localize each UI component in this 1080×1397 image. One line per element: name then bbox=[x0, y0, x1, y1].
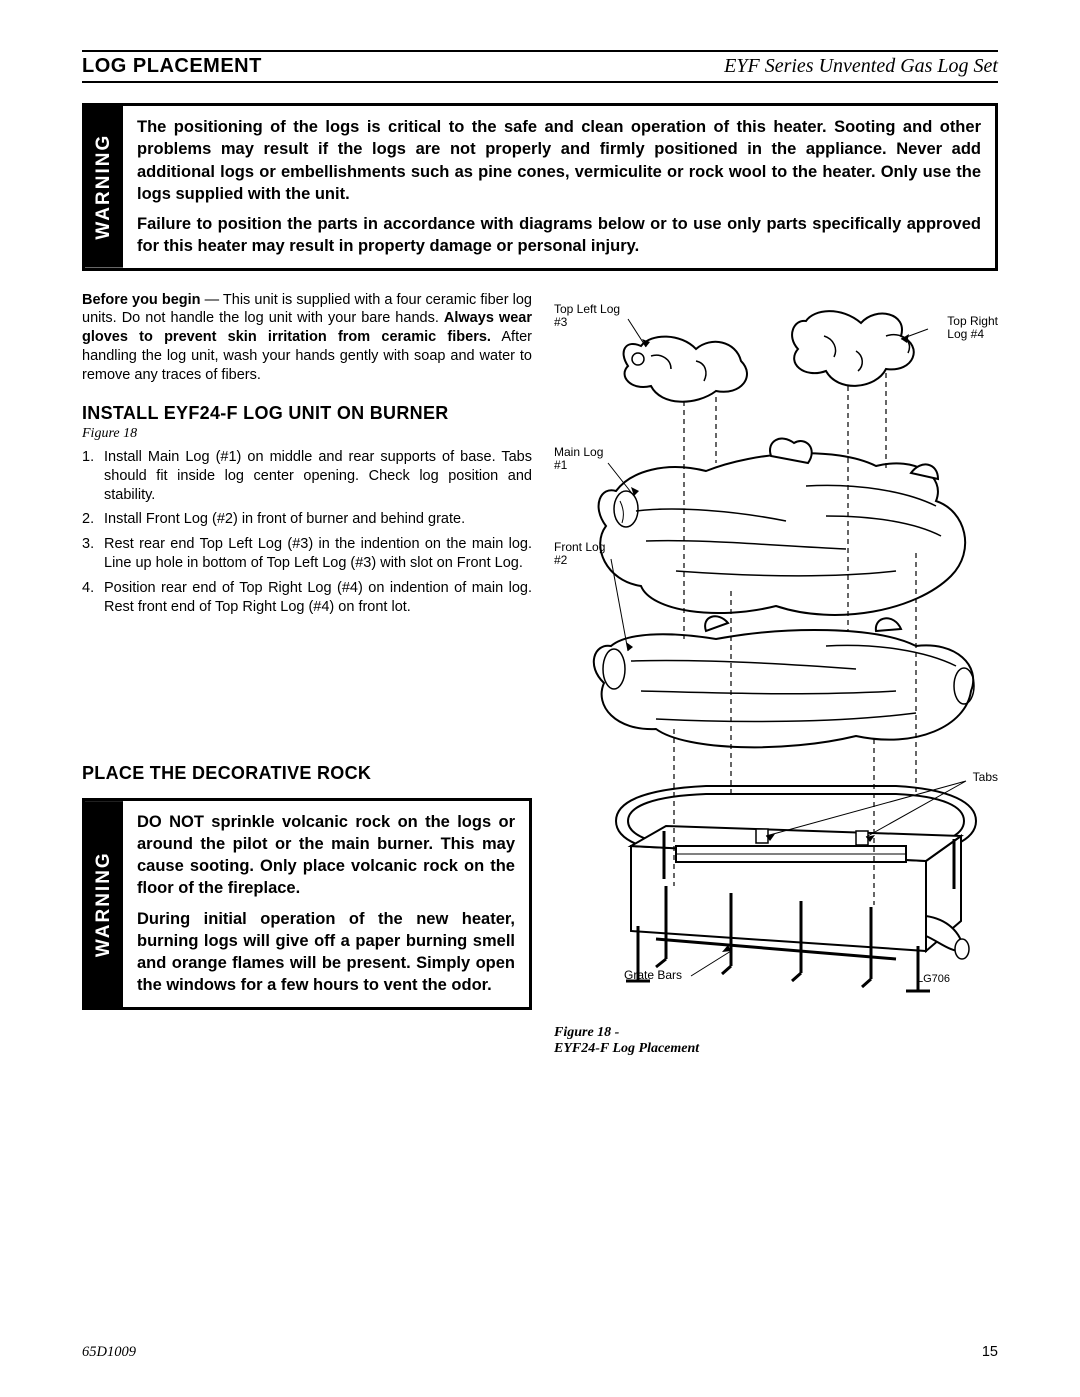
product-line: EYF Series Unvented Gas Log Set bbox=[724, 55, 998, 78]
warning-content: The positioning of the logs is critical … bbox=[123, 106, 995, 268]
label-diagram-code: LG706 bbox=[917, 973, 950, 986]
log-placement-diagram: Top Left Log #3 Top Right Log #4 Main Lo… bbox=[554, 291, 998, 1021]
warning-paragraph: During initial operation of the new heat… bbox=[137, 908, 515, 997]
install-steps: Install Main Log (#1) on middle and rear… bbox=[82, 448, 532, 617]
warning-paragraph: The positioning of the logs is critical … bbox=[137, 116, 981, 205]
step-item: Rest rear end Top Left Log (#3) in the i… bbox=[82, 535, 532, 573]
left-column: Before you begin — This unit is supplied… bbox=[82, 291, 532, 1057]
label-front-log: Front Log #2 bbox=[554, 541, 605, 569]
section-header: LOG PLACEMENT EYF Series Unvented Gas Lo… bbox=[82, 50, 998, 83]
label-top-right-log: Top Right Log #4 bbox=[947, 315, 998, 343]
warning-box-top: WARNING The positioning of the logs is c… bbox=[82, 103, 998, 271]
label-grate-bars: Grate Bars bbox=[624, 969, 682, 983]
warning-box-rock: WARNING DO NOT sprinkle volcanic rock on… bbox=[82, 798, 532, 1010]
figure-caption: Figure 18 - EYF24-F Log Placement bbox=[554, 1025, 998, 1057]
diagram-svg bbox=[554, 291, 998, 1021]
step-item: Install Main Log (#1) on middle and rear… bbox=[82, 448, 532, 505]
step-item: Position rear end of Top Right Log (#4) … bbox=[82, 579, 532, 617]
section-title: LOG PLACEMENT bbox=[82, 55, 262, 78]
rock-heading: PLACE THE DECORATIVE ROCK bbox=[82, 763, 532, 784]
warning-paragraph: DO NOT sprinkle volcanic rock on the log… bbox=[137, 811, 515, 900]
page-number: 15 bbox=[982, 1344, 998, 1361]
label-tabs: Tabs bbox=[973, 771, 998, 785]
warning-paragraph: Failure to position the parts in accorda… bbox=[137, 213, 981, 258]
warning-content: DO NOT sprinkle volcanic rock on the log… bbox=[123, 801, 529, 1007]
content-columns: Before you begin — This unit is supplied… bbox=[82, 291, 998, 1057]
doc-code: 65D1009 bbox=[82, 1344, 136, 1361]
figure-reference: Figure 18 bbox=[82, 426, 532, 442]
step-item: Install Front Log (#2) in front of burne… bbox=[82, 510, 532, 529]
label-main-log: Main Log #1 bbox=[554, 446, 603, 474]
intro-paragraph: Before you begin — This unit is supplied… bbox=[82, 291, 532, 385]
page-footer: 65D1009 15 bbox=[82, 1344, 998, 1361]
label-top-left-log: Top Left Log #3 bbox=[554, 303, 620, 331]
right-column: Top Left Log #3 Top Right Log #4 Main Lo… bbox=[554, 291, 998, 1057]
warning-label: WARNING bbox=[85, 106, 123, 268]
warning-label: WARNING bbox=[85, 801, 123, 1007]
before-you-begin-label: Before you begin bbox=[82, 292, 201, 308]
install-heading: INSTALL EYF24-F LOG UNIT ON BURNER bbox=[82, 403, 532, 424]
